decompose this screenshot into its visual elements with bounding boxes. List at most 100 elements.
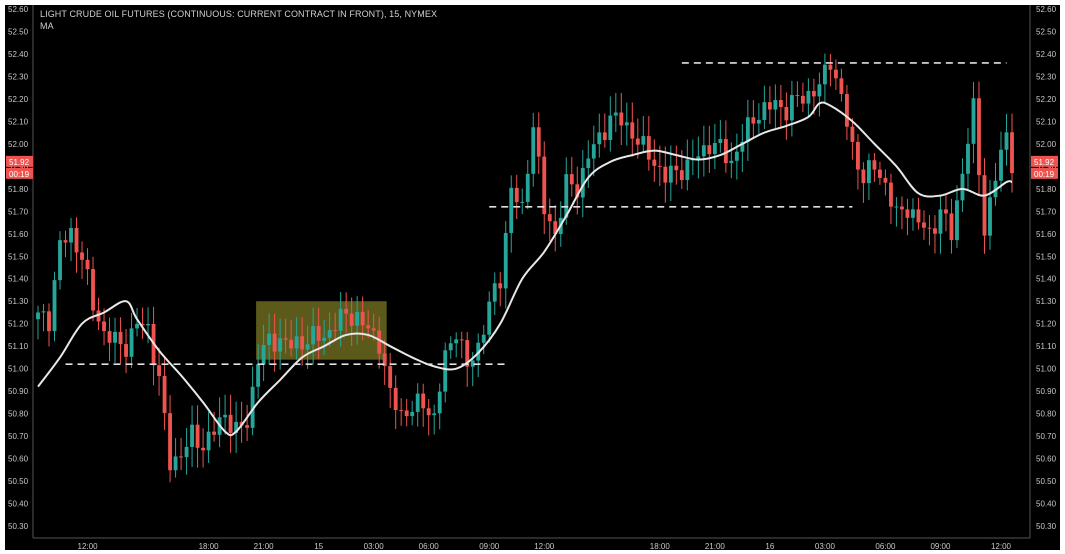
candle-body	[399, 410, 404, 412]
candle	[795, 81, 800, 107]
candle	[977, 81, 981, 196]
candle-body	[91, 269, 95, 311]
candle-body	[366, 325, 371, 329]
x-tick-label: 09:00	[479, 542, 500, 551]
candle	[333, 312, 338, 342]
candle-body	[525, 173, 530, 202]
candle	[833, 59, 838, 90]
y-tick-label-left: 52.00	[8, 140, 29, 149]
candle	[404, 399, 409, 427]
candle-body	[916, 209, 921, 223]
candle-body	[256, 364, 261, 387]
candle	[289, 320, 294, 357]
candle	[85, 248, 90, 285]
candle-body	[333, 330, 338, 332]
last-price-badge-left	[6, 155, 33, 167]
candle-body	[498, 283, 503, 289]
candle	[822, 53, 827, 104]
candle-body	[718, 139, 723, 143]
candle	[900, 196, 904, 230]
candle-body	[624, 122, 629, 126]
candle-body	[272, 333, 277, 352]
candle-body	[822, 64, 827, 85]
candle-body	[1010, 132, 1014, 174]
y-tick-label-left: 50.80	[8, 410, 29, 419]
candle-body	[113, 331, 117, 343]
candle-body	[955, 200, 959, 241]
candle-body	[382, 353, 387, 367]
candle-body	[564, 174, 569, 218]
y-tick-label-left: 50.60	[8, 455, 29, 464]
candle-body	[960, 173, 965, 201]
candle	[729, 142, 734, 179]
candle-body	[944, 209, 948, 214]
candle-body	[173, 456, 178, 471]
y-tick-label-left: 51.00	[8, 365, 29, 374]
y-tick-label-right: 50.80	[1036, 410, 1057, 419]
symbol-title: LIGHT CRUDE OIL FUTURES (CONTINUOUS: CUR…	[40, 9, 438, 19]
candle	[223, 394, 228, 435]
candle	[536, 112, 541, 175]
candle-body	[608, 115, 613, 141]
candle-body	[283, 338, 288, 340]
x-tick-label: 16	[765, 542, 774, 551]
candle-body	[966, 143, 970, 174]
candle-body	[547, 214, 552, 222]
candle-body	[294, 336, 299, 349]
candle	[784, 92, 789, 140]
candle-body	[613, 112, 618, 116]
candle	[580, 150, 585, 218]
candle	[734, 133, 739, 180]
candle	[619, 92, 624, 145]
candle-body	[685, 159, 690, 181]
candle-body	[707, 145, 712, 155]
y-tick-label-left: 51.10	[8, 342, 29, 351]
candle	[999, 131, 1003, 192]
candle-body	[201, 447, 206, 451]
countdown-text-right: 00:19	[1034, 170, 1055, 179]
x-tick-label: 15	[314, 542, 323, 551]
candle	[938, 195, 943, 254]
candle-body	[355, 311, 360, 326]
candle	[311, 307, 316, 365]
candle	[867, 153, 871, 201]
candle	[531, 112, 536, 187]
candle	[426, 398, 431, 436]
y-tick-label-right: 50.90	[1036, 387, 1057, 396]
candle	[597, 113, 602, 158]
candle-body	[388, 366, 393, 388]
candle-body	[223, 414, 228, 418]
y-tick-label-left: 51.40	[8, 275, 29, 284]
y-tick-label-right: 51.70	[1036, 207, 1057, 216]
candle	[294, 317, 299, 360]
candle	[459, 331, 464, 359]
candle-body	[212, 431, 217, 435]
candle	[190, 405, 195, 467]
y-tick-label-right: 52.20	[1036, 95, 1057, 104]
candle-body	[883, 177, 888, 183]
candle-body	[278, 338, 283, 352]
candle-body	[784, 107, 789, 121]
candle	[844, 84, 849, 141]
candle	[118, 317, 123, 364]
candle	[756, 103, 761, 134]
candle	[927, 215, 932, 246]
last-price-text-right: 51.92	[1034, 158, 1055, 167]
candle	[157, 347, 161, 396]
candle	[448, 336, 453, 359]
candle	[878, 161, 882, 185]
indicator-label: MA	[40, 21, 54, 31]
candle	[272, 313, 277, 372]
candle	[811, 78, 816, 115]
y-tick-label-right: 51.50	[1036, 252, 1057, 261]
candle	[712, 123, 717, 170]
candle-body	[52, 280, 57, 332]
candle	[806, 78, 811, 118]
candle-body	[795, 95, 800, 97]
candle-body	[712, 142, 717, 155]
candle-body	[377, 330, 382, 354]
candle	[778, 84, 783, 128]
candle	[443, 342, 448, 403]
candle-body	[922, 222, 926, 228]
